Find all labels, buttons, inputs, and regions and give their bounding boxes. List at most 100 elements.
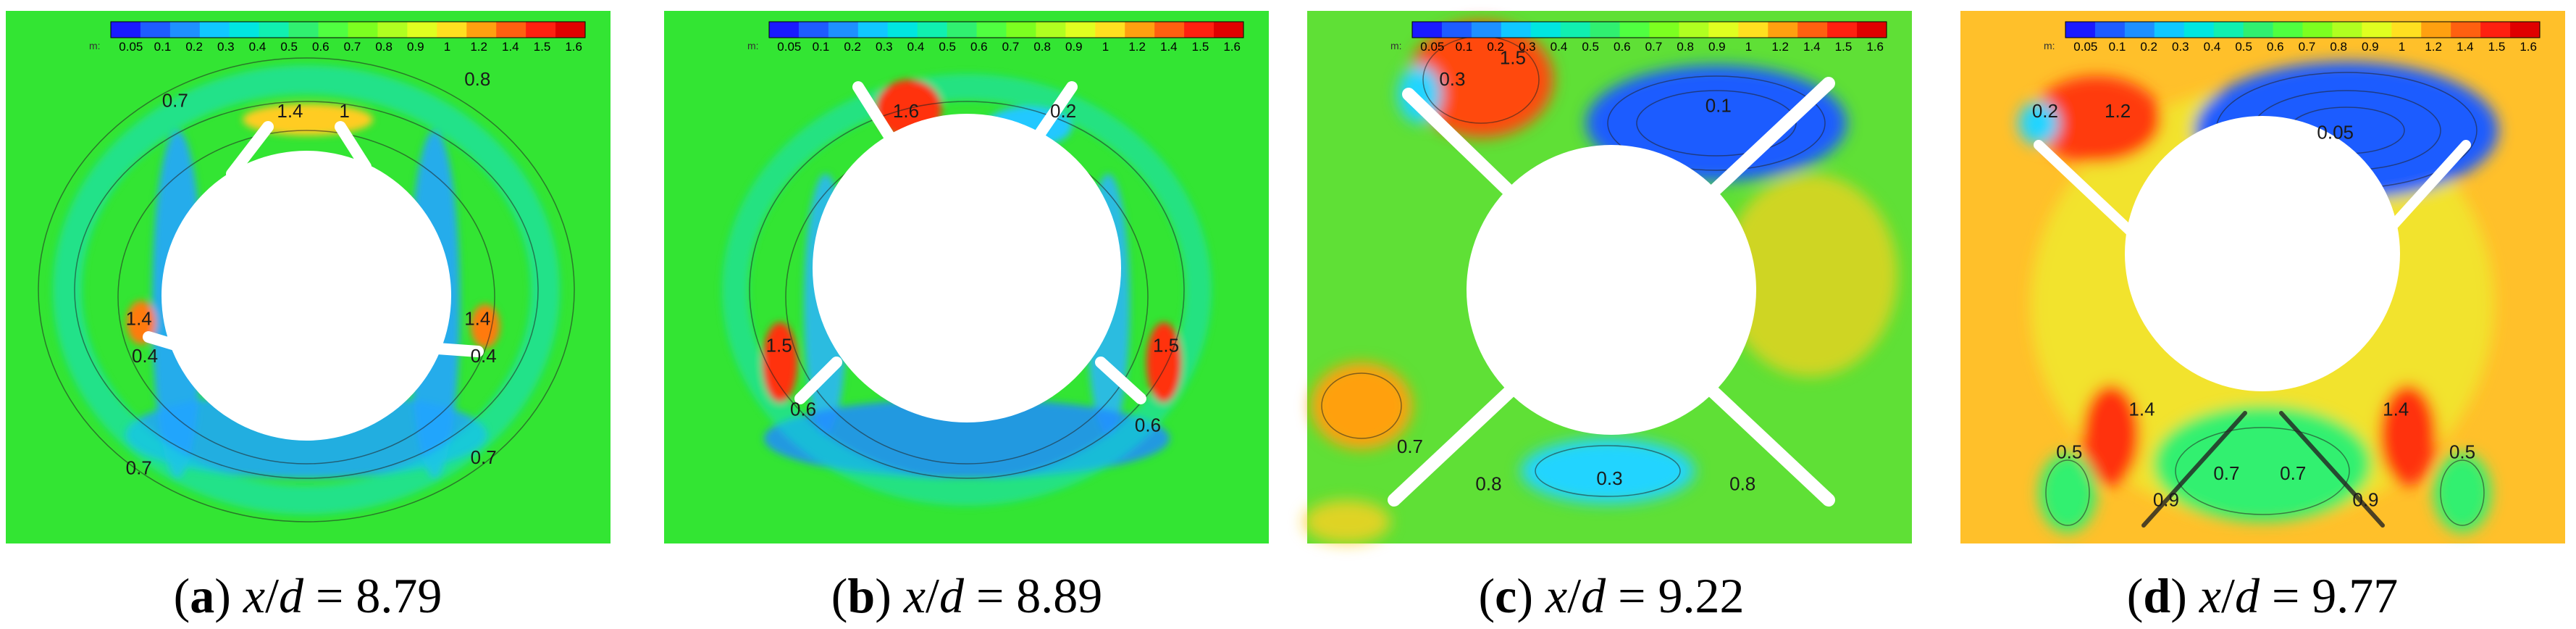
caption-part: x xyxy=(243,568,265,623)
colorbar-tick-label: 1.5 xyxy=(1192,40,1209,54)
colorbar-tick-label: 1.2 xyxy=(1771,40,1789,54)
colorbar-tick-label: 0.9 xyxy=(1065,40,1083,54)
colorbar-segment xyxy=(2421,22,2451,38)
colorbar-segment xyxy=(2480,22,2511,38)
colorbar-segment xyxy=(1649,22,1679,38)
panel-d-colorbar: m: 0.05 0.1 0.2 0.3 0.4 0.5 0.6 0.7 0.8 0.9 1 1.2 1.4… xyxy=(2044,21,2541,54)
colorbar-tick-label: 0.5 xyxy=(280,40,298,54)
panel-b: 1.6 0.2 1.5 1.5 0.6 0.6 m: 0.05 0.1 0.2 0.3 0.4 0.5… xyxy=(664,11,1269,543)
colorbar-segment xyxy=(169,22,201,38)
colorbar-tick-label: 0.6 xyxy=(2267,40,2284,54)
contour-label: 0.8 xyxy=(1475,473,1501,495)
contour-label: 1.4 xyxy=(2128,399,2155,420)
colorbar-segment xyxy=(2154,22,2185,38)
colorbar-tick-label: 1 xyxy=(444,40,450,54)
colorbar-segment xyxy=(1501,22,1532,38)
contour-label: 1.4 xyxy=(464,308,490,330)
colorbar-segment xyxy=(2273,22,2303,38)
panel-c-colorbar: m: 0.05 0.1 0.2 0.3 0.4 0.5 0.6 0.7 0.8 0.9 1 1.2 1.4… xyxy=(1390,21,1887,54)
colorbar-frame xyxy=(768,21,1244,38)
caption-part: ) xyxy=(875,568,904,623)
contour-label: 0.6 xyxy=(790,399,816,420)
contour-label: 0.9 xyxy=(2153,489,2179,511)
colorbar-tick-label: 0.4 xyxy=(1551,40,1568,54)
panel-a: 0.8 0.7 1.4 1 1.4 1.4 0.4 0.4 0.7 0.7 m: 0.05 0.1 0.… xyxy=(6,11,611,543)
colorbar-segment xyxy=(2302,22,2333,38)
colorbar-segment xyxy=(947,22,978,38)
contour-label: 1.5 xyxy=(1500,47,1526,69)
contour-label: 0.8 xyxy=(1729,473,1755,495)
colorbar-tick-label: 0.3 xyxy=(217,40,235,54)
contour-label: 0.2 xyxy=(2032,100,2058,122)
colorbar-segment xyxy=(1065,22,1096,38)
colorbar-tick-label: 0.7 xyxy=(1645,40,1663,54)
colorbar-segment xyxy=(976,22,1007,38)
panel-c: 1.5 0.3 0.1 0.7 0.8 0.3 0.8 m: 0.05 0.1 0.2 0.3 0.4… xyxy=(1304,11,1912,543)
panel-a-colorbar: m: 0.05 0.1 0.2 0.3 0.4 0.5 0.6 0.7 0.8 0.9 1 1.2 1.4… xyxy=(89,21,586,54)
colorbar-tick-label: 0.05 xyxy=(119,40,143,54)
panel-a-cyan-ring xyxy=(53,65,560,515)
colorbar-segment xyxy=(2510,22,2541,38)
colorbar-segment xyxy=(2183,22,2215,38)
panel-c-warm-lower-left xyxy=(1304,500,1390,543)
colorbar-segment xyxy=(288,22,319,38)
colorbar-tick-label: 0.7 xyxy=(2299,40,2316,54)
contour-label: 0.7 xyxy=(2213,462,2239,484)
colorbar-segment xyxy=(1560,22,1591,38)
caption-part: = 9.22 xyxy=(1606,568,1744,623)
colorbar-tick-label: 0.9 xyxy=(407,40,424,54)
colorbar-segment xyxy=(2243,22,2274,38)
panel-d-green-right xyxy=(2433,453,2491,533)
caption-part: ( xyxy=(831,568,848,623)
captions: (a) x/d = 8.79 (b) x/d = 8.89 (c) x/d = 9.… xyxy=(174,568,2399,623)
caption-part: x xyxy=(1545,568,1567,623)
colorbar-tick-label: 1.4 xyxy=(2457,40,2474,54)
colorbar-segment xyxy=(2213,22,2244,38)
panel-b-colorbar: m: 0.05 0.1 0.2 0.3 0.4 0.5 0.6 0.7 0.8 0.9 1 1.2 1.4… xyxy=(747,21,1244,54)
colorbar-tick-label: 0.6 xyxy=(970,40,988,54)
contour-label: 0.3 xyxy=(1439,68,1465,90)
panel-c-vanes xyxy=(1388,77,1835,507)
colorbar-segment xyxy=(917,22,948,38)
colorbar-segment xyxy=(466,22,497,38)
panel-b-cyan-ring xyxy=(722,74,1212,506)
contour-label: 1.4 xyxy=(277,100,303,122)
colorbar-segment xyxy=(1154,22,1185,38)
colorbar-segment xyxy=(1125,22,1155,38)
colorbar-segment xyxy=(828,22,859,38)
colorbar-tick-label: 1.5 xyxy=(2488,40,2506,54)
panel-d-vanes xyxy=(2034,140,2471,266)
colorbar-tick-label: 1.2 xyxy=(2425,40,2442,54)
colorbar-segment xyxy=(1738,22,1769,38)
panel-caption: (a) x/d = 8.79 xyxy=(174,568,442,623)
panel-c-warm-right xyxy=(1724,174,1897,377)
colorbar-segment xyxy=(1006,22,1036,38)
panel-d-green-lower xyxy=(2154,406,2371,522)
contour-label: 0.7 xyxy=(471,446,497,468)
contour-label: 0.3 xyxy=(1596,467,1622,489)
caption-part: ( xyxy=(174,568,190,623)
caption-part: a xyxy=(190,568,214,623)
contour-label: 0.5 xyxy=(2449,441,2475,462)
contour-label: 0.1 xyxy=(1706,95,1732,117)
colorbar-segment xyxy=(887,22,918,38)
colorbar-tick-label: 0.1 xyxy=(2109,40,2126,54)
colorbar-tick-label: 1.2 xyxy=(470,40,487,54)
caption-part: d xyxy=(939,568,965,623)
colorbar-segment xyxy=(348,22,378,38)
caption-part: / xyxy=(1567,568,1581,623)
colorbar-tick-label: 0.2 xyxy=(844,40,861,54)
panel-c-contour-lines xyxy=(1321,36,1826,497)
colorbar-segment xyxy=(199,22,230,38)
colorbar-segment xyxy=(1441,22,1472,38)
colorbar-tick-label: 0.2 xyxy=(185,40,203,54)
contour-label: 0.7 xyxy=(162,89,188,111)
panel-c-hot-top xyxy=(1409,22,1553,138)
panel-caption: (c) x/d = 9.22 xyxy=(1479,568,1745,623)
panel-c-contour-labels: 1.5 0.3 0.1 0.7 0.8 0.3 0.8 xyxy=(1397,47,1755,495)
panel-c-cool-bottom xyxy=(1521,438,1695,504)
colorbar-frame xyxy=(1411,21,1887,38)
colorbar-segment xyxy=(1708,22,1739,38)
colorbar-tick-label: 1 xyxy=(1102,40,1109,54)
